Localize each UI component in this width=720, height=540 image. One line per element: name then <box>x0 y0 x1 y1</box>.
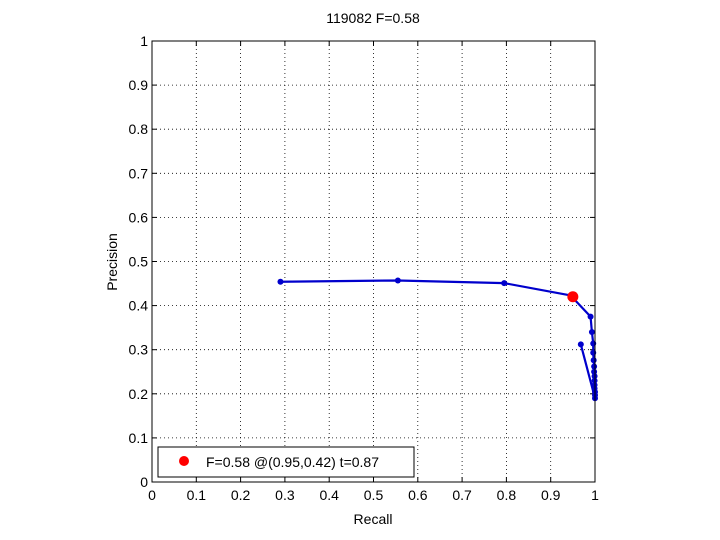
legend: F=0.58 @(0.95,0.42) t=0.87 <box>157 446 415 478</box>
series-point <box>590 357 597 364</box>
plot-frame <box>151 40 596 483</box>
y-tick-label: 0.8 <box>129 121 149 137</box>
series-point <box>591 368 598 375</box>
x-tick-label: 0.1 <box>187 487 207 503</box>
series-point <box>501 280 508 287</box>
grid <box>152 41 595 482</box>
series-point <box>587 313 594 320</box>
chart-title: 119082 F=0.58 <box>326 10 420 26</box>
y-tick-label: 0.1 <box>129 430 149 446</box>
y-tick-label: 0.9 <box>129 77 149 93</box>
y-tick-label: 0.4 <box>129 298 149 314</box>
x-tick-label: 0.6 <box>408 487 428 503</box>
y-tick-label: 0.6 <box>129 209 149 225</box>
y-tick-label: 0.5 <box>129 254 149 270</box>
x-tick-label: 0.3 <box>275 487 295 503</box>
series-point <box>591 363 598 370</box>
x-tick-label: 0.9 <box>541 487 561 503</box>
series-point <box>277 278 284 285</box>
y-tick-label: 0 <box>140 474 148 490</box>
x-tick-label: 0 <box>148 487 156 503</box>
best-f-point <box>567 291 579 303</box>
x-tick-label: 0.4 <box>319 487 339 503</box>
series-point <box>394 277 401 284</box>
y-tick-label: 1 <box>140 33 148 49</box>
x-tick-label: 0.8 <box>497 487 517 503</box>
y-tick-label: 0.3 <box>129 342 149 358</box>
x-tick-label: 1 <box>591 487 599 503</box>
legend-box <box>157 446 415 478</box>
legend-marker <box>179 456 189 466</box>
y-axis-title: Precision <box>104 233 120 291</box>
x-axis-title: Recall <box>354 511 393 527</box>
axis-ticks: 0 0.1 0.2 0.3 0.4 0.5 0.6 0.7 0.8 0.9 1 0 0.1 0.2 0.3 0… <box>129 33 600 503</box>
y-tick-label: 0.7 <box>129 165 149 181</box>
series-point <box>588 329 595 336</box>
legend-label: F=0.58 @(0.95,0.42) t=0.87 <box>206 454 379 470</box>
x-tick-label: 0.2 <box>231 487 251 503</box>
series-point <box>577 341 584 348</box>
x-tick-label: 0.5 <box>364 487 384 503</box>
y-tick-label: 0.2 <box>129 386 149 402</box>
highlight-group <box>567 291 579 303</box>
x-tick-label: 0.7 <box>452 487 472 503</box>
